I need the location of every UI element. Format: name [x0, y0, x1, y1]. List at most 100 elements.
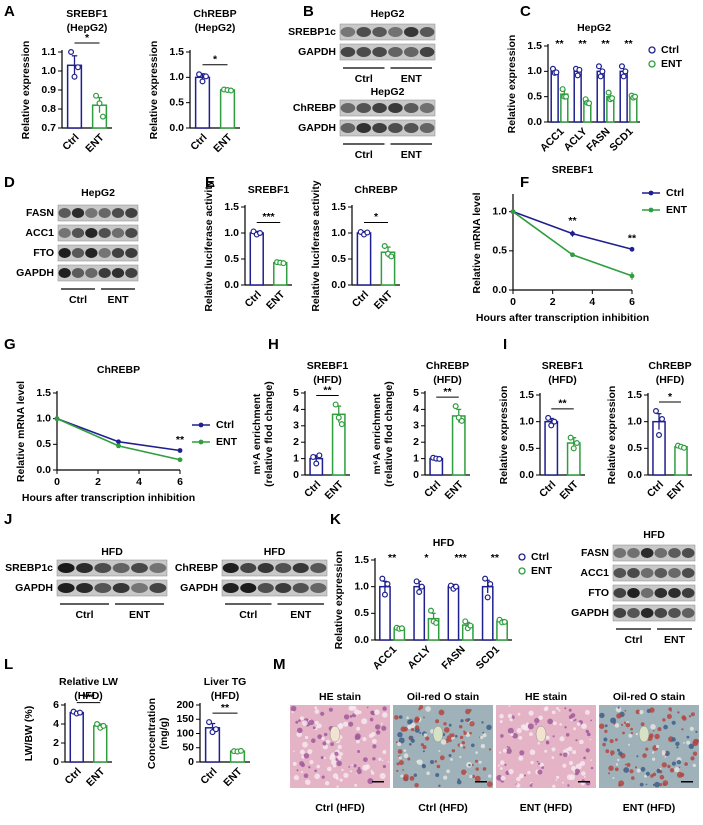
data-point — [54, 416, 60, 422]
tissue-speck — [425, 706, 431, 712]
blot-band — [403, 47, 419, 57]
blot-title: HepG2 — [371, 86, 405, 98]
tissue-speck — [455, 734, 458, 738]
tissue-speck — [438, 750, 441, 752]
tissue-speck — [693, 738, 699, 745]
tissue-speck — [571, 765, 576, 771]
blot-band — [257, 563, 274, 573]
tissue-speck — [509, 718, 513, 722]
tissue-speck — [446, 769, 450, 774]
tissue-speck — [567, 784, 570, 787]
data-point — [599, 68, 606, 75]
y-tick-label: 0.5 — [527, 90, 542, 102]
tissue-speck — [465, 718, 469, 722]
tissue-speck — [469, 731, 472, 735]
x-tick-label: FASN — [584, 126, 612, 154]
tissue-speck — [369, 717, 374, 722]
y-tick-label: 0.0 — [169, 122, 184, 134]
tissue-speck — [357, 766, 361, 770]
blot-title: HFD — [264, 546, 286, 558]
data-point — [655, 432, 662, 439]
tissue-speck — [459, 755, 462, 759]
tissue-speck — [682, 716, 687, 721]
tissue-speck — [508, 746, 511, 749]
tissue-speck — [336, 785, 339, 788]
tissue-speck — [645, 783, 648, 786]
tissue-speck — [409, 743, 412, 746]
tissue-speck — [474, 775, 481, 782]
tissue-speck — [589, 738, 592, 741]
y-tick-label: 0.0 — [627, 469, 642, 481]
tissue-speck — [448, 754, 452, 757]
x-tick-label: Ctrl — [537, 479, 558, 500]
y-tick-label: 1.5 — [519, 389, 534, 401]
data-point — [280, 260, 287, 267]
blot-band — [654, 608, 668, 618]
x-tick-label: ENT — [84, 765, 108, 789]
tissue-speck — [519, 774, 523, 779]
y-tick-label: 1.0 — [627, 415, 642, 427]
tissue-speck — [616, 713, 622, 719]
data-point — [545, 414, 552, 421]
tissue-speck — [499, 713, 504, 719]
x-tick-label: ENT — [558, 478, 582, 502]
data-point — [436, 455, 443, 462]
group-label: Ctrl — [239, 609, 257, 621]
bar — [249, 232, 264, 286]
tissue-speck — [662, 718, 666, 722]
chart-title: ChREBP — [648, 360, 691, 372]
data-point — [96, 100, 103, 107]
tissue-speck — [664, 756, 667, 758]
data-point — [93, 92, 100, 99]
tissue-speck — [645, 771, 651, 776]
data-point — [94, 720, 101, 727]
y-tick-label: 0.5 — [627, 442, 642, 454]
x-tick-label: Ctrl — [302, 479, 323, 500]
y-tick-label: 150 — [176, 713, 194, 725]
tissue-speck — [677, 711, 680, 714]
tissue-speck — [603, 737, 608, 742]
tissue-speck — [684, 762, 688, 766]
panel-letter: D — [4, 174, 15, 191]
blot-band — [76, 563, 93, 573]
blot-band — [654, 548, 668, 558]
blot-band — [222, 563, 239, 573]
tissue-speck — [320, 756, 324, 760]
chart-subtitle: (HFD) — [433, 374, 462, 386]
tissue-speck — [565, 733, 570, 737]
scale-bar — [372, 781, 384, 783]
significance: ** — [555, 38, 564, 50]
tissue-speck — [617, 706, 620, 709]
tissue-speck — [516, 728, 522, 734]
tissue-speck — [440, 739, 447, 745]
tissue-speck — [422, 763, 425, 767]
tissue-speck — [650, 774, 654, 778]
tissue-speck — [615, 738, 618, 742]
data-point — [196, 71, 203, 78]
tissue-speck — [435, 773, 440, 777]
scale-bar — [475, 781, 487, 783]
tissue-speck — [524, 774, 526, 777]
data-point — [487, 580, 494, 587]
blot-band — [372, 103, 387, 113]
tissue-speck — [652, 757, 656, 761]
y-axis-label: (relative flod change) — [383, 381, 395, 487]
tissue-speck — [443, 722, 447, 726]
tissue-speck — [422, 745, 427, 750]
blot-band — [85, 248, 98, 258]
chart-title: SREBF1 — [542, 360, 584, 372]
tissue-speck — [537, 762, 541, 765]
tissue-speck — [350, 770, 353, 773]
y-tick-label: 1 — [293, 452, 299, 464]
panel-letter: K — [330, 511, 341, 528]
blot-band — [654, 568, 668, 578]
y-tick-label: 3 — [293, 420, 299, 432]
blot-band — [640, 608, 654, 618]
y-tick-label: 1 — [413, 452, 419, 464]
tissue-speck — [507, 727, 514, 734]
data-point — [68, 48, 75, 55]
tissue-speck — [291, 710, 294, 714]
tissue-speck — [535, 723, 537, 726]
blot-row-label: ChREBP — [175, 562, 218, 574]
x-tick-label: 0 — [510, 296, 516, 308]
